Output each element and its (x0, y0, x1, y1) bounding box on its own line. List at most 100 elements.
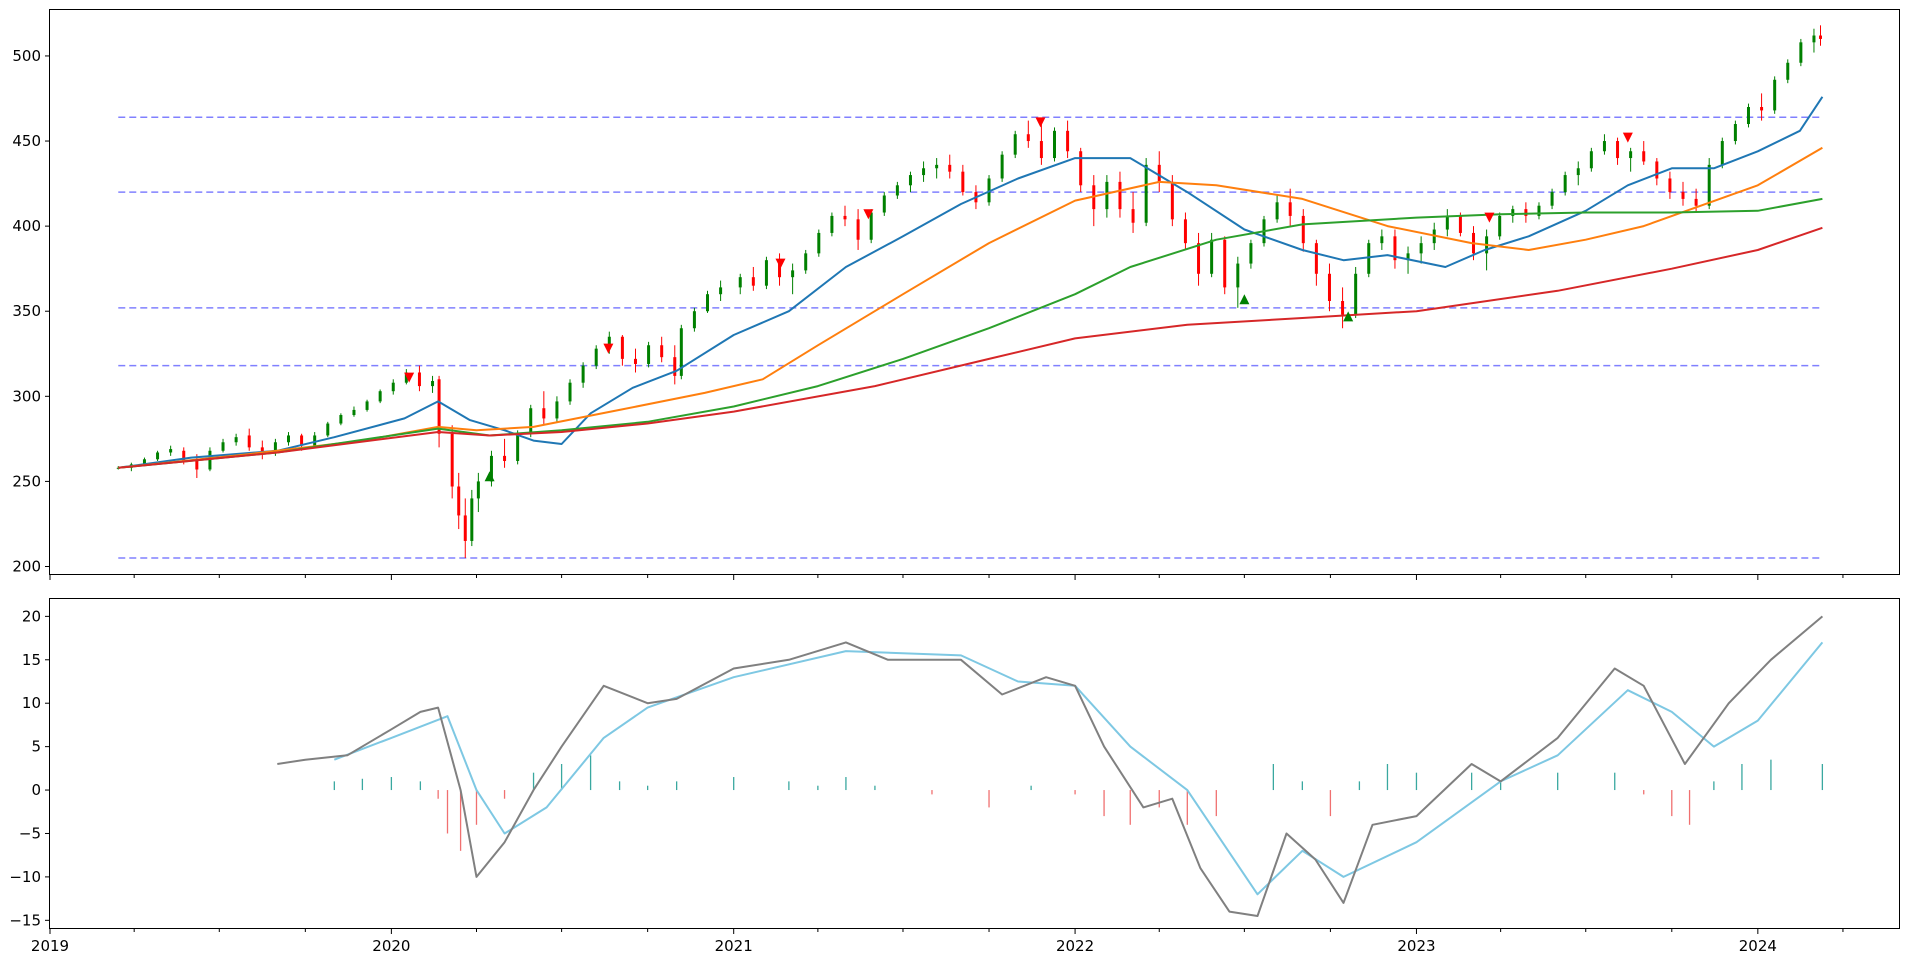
candle-body (1511, 209, 1515, 216)
moving-average-line (118, 96, 1824, 469)
candle-body (503, 455, 507, 461)
candle-body (751, 277, 755, 286)
candle-body (1602, 141, 1606, 152)
candle-body (738, 277, 742, 288)
candle-body (542, 408, 546, 419)
candle-body (326, 423, 330, 436)
candle-body (1576, 168, 1580, 176)
candle-body (1589, 151, 1593, 169)
candle-body (706, 294, 710, 312)
x-tick-label: 2021 (715, 937, 753, 955)
y-tick-label: −10 (9, 868, 41, 886)
candle-body (1655, 161, 1659, 179)
candle-body (1812, 35, 1816, 43)
candle-body (1458, 215, 1462, 233)
candle-body (195, 460, 199, 470)
candle-body (142, 459, 146, 465)
candle-body (1118, 181, 1122, 210)
x-tick-label: 2023 (1397, 937, 1435, 955)
candle-body (1445, 215, 1449, 230)
candle-body (529, 408, 533, 434)
candle-body (647, 345, 651, 364)
x-tick-label: 2024 (1739, 937, 1777, 955)
candle-body (935, 164, 939, 169)
candle-body (463, 515, 467, 541)
candle-body (182, 450, 186, 461)
candle-body (1301, 215, 1305, 244)
candle-body (286, 435, 290, 443)
candle-body (1197, 243, 1201, 274)
candle-body (437, 379, 441, 434)
candle-body (1524, 209, 1528, 216)
candle-body (1170, 181, 1174, 220)
candle-body (378, 391, 382, 402)
candle-body (830, 215, 834, 233)
x-tick-label: 2020 (372, 937, 410, 955)
candle-body (869, 212, 873, 240)
candle-body (594, 348, 598, 366)
macd-line (277, 615, 1824, 917)
y-tick-label: 250 (12, 472, 41, 490)
candle-body (470, 498, 474, 541)
candle-body (260, 447, 264, 455)
candle-body (457, 486, 461, 516)
candle-body (156, 452, 160, 460)
candle-body (476, 481, 480, 499)
y-tick-label: 450 (12, 132, 41, 150)
candle-body (948, 164, 952, 172)
candle-body (1733, 124, 1737, 142)
buy-marker (1343, 311, 1354, 322)
candle-body (692, 311, 696, 329)
candle-body (1079, 151, 1083, 186)
candle-body (1707, 164, 1711, 206)
sell-marker (1622, 132, 1633, 143)
candle-body (516, 433, 520, 461)
candle-body (1380, 236, 1384, 244)
sell-marker (603, 343, 614, 354)
candle-body (1314, 243, 1318, 274)
candle-body (1760, 107, 1764, 111)
candle-body (1720, 141, 1724, 165)
price-panel-frame (49, 9, 1900, 575)
candle-body (804, 253, 808, 271)
sell-marker (1484, 212, 1495, 223)
buy-marker (484, 471, 495, 482)
moving-average-line (118, 146, 1823, 469)
candle-body (1406, 253, 1410, 261)
candle-body (1105, 181, 1109, 210)
candle-body (843, 215, 847, 220)
macd-histogram (333, 755, 1824, 851)
candle-body (1799, 42, 1803, 63)
candle-body (791, 270, 795, 278)
price-x-ticks (49, 575, 1844, 580)
candle-body (607, 336, 611, 349)
candle-body (633, 358, 637, 364)
y-tick-label: 300 (12, 387, 41, 405)
candle-body (1275, 202, 1279, 220)
candle-body (1052, 130, 1056, 159)
y-tick-label: 20 (22, 607, 41, 625)
candle-body (961, 171, 965, 193)
price-y-axis: 200 250 300 350 400 450 500 (12, 47, 50, 575)
candle-body (391, 382, 395, 392)
candle-body (1131, 209, 1135, 223)
candle-body (856, 219, 860, 240)
sell-marker (404, 372, 415, 383)
candle-body (1819, 35, 1823, 39)
moving-averages (118, 96, 1824, 469)
candle-body (247, 435, 251, 448)
candle-body (352, 409, 356, 416)
candle-body (221, 442, 225, 451)
y-tick-label: 15 (22, 651, 41, 669)
candle-body (169, 449, 173, 453)
candle-body (300, 435, 304, 446)
candle-body (431, 380, 435, 387)
candle-body (1668, 178, 1672, 193)
candle-body (660, 345, 664, 358)
candle-body (1563, 175, 1567, 193)
macd-y-axis: −15 −10 −5 0 5 10 15 20 (9, 607, 50, 929)
y-tick-label: 5 (31, 738, 41, 756)
candle-body (208, 450, 212, 470)
candle-body (908, 175, 912, 186)
